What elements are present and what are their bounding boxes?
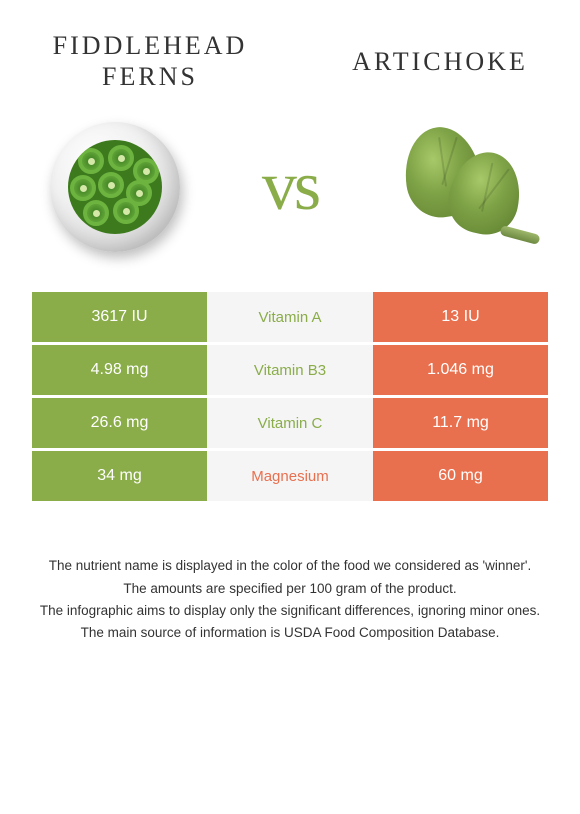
bowl-icon bbox=[50, 122, 180, 252]
right-value: 13 IU bbox=[373, 292, 548, 342]
artichoke-icon bbox=[395, 122, 535, 252]
footer-line: The main source of information is USDA F… bbox=[20, 623, 560, 643]
left-food-title: Fiddlehead ferns bbox=[40, 30, 260, 92]
header: Fiddlehead ferns Artichoke bbox=[0, 0, 580, 102]
left-title-line2: ferns bbox=[102, 62, 198, 91]
footer-line: The nutrient name is displayed in the co… bbox=[20, 556, 560, 576]
table-row: 26.6 mg Vitamin C 11.7 mg bbox=[32, 398, 548, 448]
footer-line: The amounts are specified per 100 gram o… bbox=[20, 579, 560, 599]
left-value: 3617 IU bbox=[32, 292, 207, 342]
right-food-title: Artichoke bbox=[340, 46, 540, 77]
right-food-image bbox=[395, 117, 535, 257]
nutrient-name: Vitamin A bbox=[207, 292, 373, 342]
table-row: 3617 IU Vitamin A 13 IU bbox=[32, 292, 548, 342]
right-value: 60 mg bbox=[373, 451, 548, 501]
left-value: 26.6 mg bbox=[32, 398, 207, 448]
left-value: 34 mg bbox=[32, 451, 207, 501]
left-title-line1: Fiddlehead bbox=[53, 31, 248, 60]
right-value: 11.7 mg bbox=[373, 398, 548, 448]
table-row: 34 mg Magnesium 60 mg bbox=[32, 451, 548, 501]
footer-notes: The nutrient name is displayed in the co… bbox=[20, 556, 560, 643]
nutrient-name: Vitamin B3 bbox=[207, 345, 373, 395]
images-row: vs bbox=[0, 102, 580, 282]
left-value: 4.98 mg bbox=[32, 345, 207, 395]
table-row: 4.98 mg Vitamin B3 1.046 mg bbox=[32, 345, 548, 395]
nutrient-name: Vitamin C bbox=[207, 398, 373, 448]
left-food-image bbox=[45, 117, 185, 257]
right-value: 1.046 mg bbox=[373, 345, 548, 395]
vs-text: vs bbox=[262, 147, 318, 227]
footer-line: The infographic aims to display only the… bbox=[20, 601, 560, 621]
nutrient-name: Magnesium bbox=[207, 451, 373, 501]
comparison-table: 3617 IU Vitamin A 13 IU 4.98 mg Vitamin … bbox=[32, 292, 548, 501]
